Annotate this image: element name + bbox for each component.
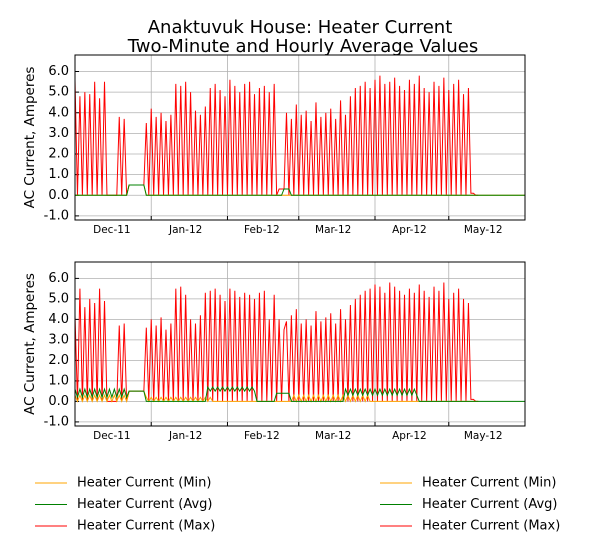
- y-tick-label: 5.0: [48, 85, 69, 100]
- x-tick-label: Jan-12: [168, 224, 202, 236]
- y-axis-label: AC Current, Amperes: [22, 273, 38, 415]
- chart-title: Anaktuvuk House: Heater Current: [148, 17, 453, 38]
- y-tick-label: 0.0: [48, 188, 69, 203]
- legend-label: Heater Current (Max): [422, 519, 560, 534]
- y-tick-label: 2.0: [48, 353, 69, 368]
- x-tick-label: May-12: [464, 224, 503, 236]
- y-tick-label: 1.0: [48, 167, 69, 182]
- y-tick-label: 0.0: [48, 394, 69, 409]
- series-line: [75, 385, 525, 402]
- x-tick-label: Apr-12: [392, 430, 427, 442]
- series-line: [75, 282, 479, 402]
- x-tick-label: Feb-12: [244, 224, 280, 236]
- legend-label: Heater Current (Min): [77, 476, 211, 491]
- x-tick-label: Feb-12: [244, 430, 280, 442]
- y-tick-label: -1.0: [44, 414, 69, 429]
- chart-subtitle: Two-Minute and Hourly Average Values: [127, 36, 479, 57]
- plot-frame: [74, 54, 526, 221]
- y-tick-label: 1.0: [48, 373, 69, 388]
- x-tick-label: Apr-12: [392, 224, 427, 236]
- series-line: [75, 75, 479, 196]
- y-tick-label: 6.0: [48, 64, 69, 79]
- x-tick-label: Dec-11: [93, 224, 130, 236]
- y-tick-label: 5.0: [48, 291, 69, 306]
- y-tick-label: 4.0: [48, 312, 69, 327]
- legend-label: Heater Current (Avg): [422, 497, 558, 512]
- plot-frame: [74, 261, 526, 427]
- y-tick-label: 4.0: [48, 105, 69, 120]
- y-tick-label: 2.0: [48, 147, 69, 162]
- y-tick-label: 6.0: [48, 271, 69, 286]
- x-tick-label: Mar-12: [315, 224, 351, 236]
- y-tick-label: 3.0: [48, 332, 69, 347]
- x-tick-label: Mar-12: [315, 430, 351, 442]
- legend-label: Heater Current (Min): [422, 476, 556, 491]
- y-tick-label: -1.0: [44, 208, 69, 223]
- series-line: [75, 184, 525, 196]
- x-tick-label: Dec-11: [93, 430, 130, 442]
- series-line: [75, 184, 525, 196]
- x-tick-label: Jan-12: [168, 430, 202, 442]
- y-axis-label: AC Current, Amperes: [22, 67, 38, 209]
- legend-label: Heater Current (Avg): [77, 497, 213, 512]
- x-tick-label: May-12: [464, 430, 503, 442]
- y-tick-label: 3.0: [48, 126, 69, 141]
- legend-label: Heater Current (Max): [77, 519, 215, 534]
